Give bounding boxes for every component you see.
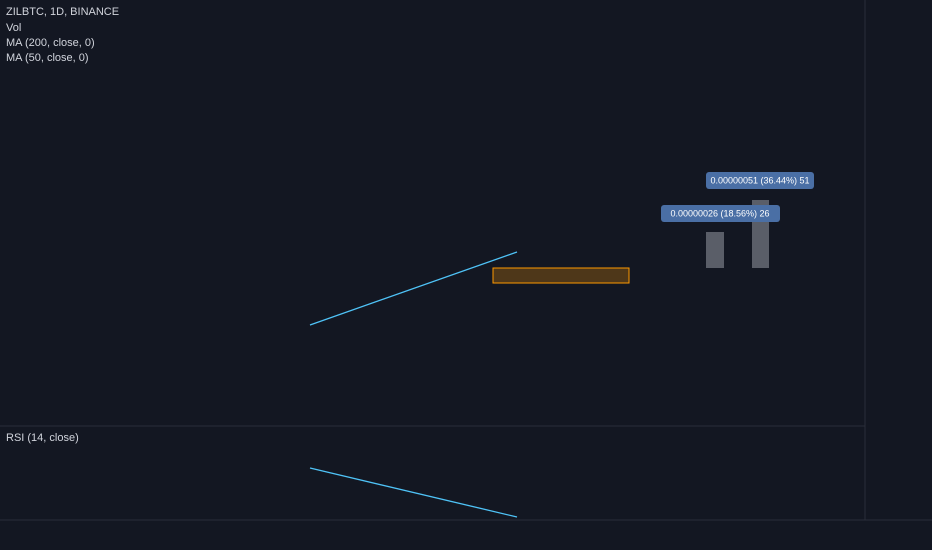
- legend-item: MA (50, close, 0): [6, 52, 89, 64]
- trendline: [309, 251, 518, 326]
- price-axis-bg: [865, 0, 932, 520]
- rsi-trendline: [309, 467, 518, 518]
- rsi-title: RSI (14, close): [6, 432, 79, 444]
- zone-box: [492, 267, 630, 284]
- measure-tooltip: [706, 172, 814, 189]
- legend-item: Vol: [6, 22, 21, 34]
- symbol-title: ZILBTC, 1D, BINANCE: [6, 6, 119, 18]
- legend-item: MA (200, close, 0): [6, 37, 95, 49]
- measure-bar: [706, 232, 724, 268]
- measure-text: 0.00000026 (18.56%) 26: [670, 208, 769, 218]
- measure-text: 0.00000051 (36.44%) 51: [710, 175, 809, 185]
- measure-tooltip: [661, 205, 780, 222]
